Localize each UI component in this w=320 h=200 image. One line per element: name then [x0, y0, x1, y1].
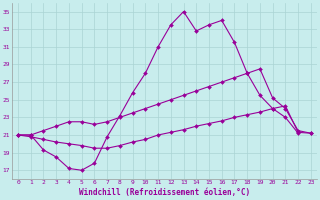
X-axis label: Windchill (Refroidissement éolien,°C): Windchill (Refroidissement éolien,°C) — [79, 188, 250, 197]
